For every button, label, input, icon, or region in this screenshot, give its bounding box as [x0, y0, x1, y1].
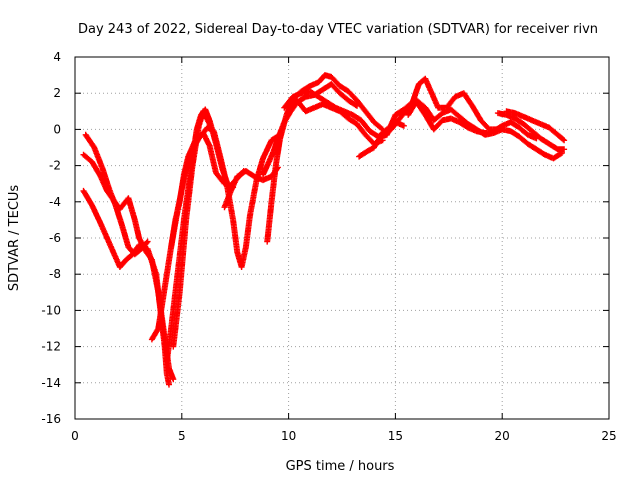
y-tick-label: -10	[41, 303, 61, 317]
series-track-17	[503, 108, 568, 144]
y-tick-label: 2	[53, 86, 61, 100]
axis-ticks	[74, 56, 610, 420]
y-tick-label: -4	[49, 195, 61, 209]
x-tick-label: 10	[281, 429, 296, 443]
y-axis-title: SDTVAR / TECUs	[7, 185, 22, 292]
x-tick-label: 20	[495, 429, 510, 443]
chart-title: Day 243 of 2022, Sidereal Day-to-day VTE…	[78, 22, 598, 37]
data-point-markers	[80, 187, 172, 388]
series-track-16	[494, 110, 568, 153]
x-axis-title: GPS time / hours	[286, 459, 395, 474]
data-point-markers	[503, 108, 568, 144]
y-tick-label: -6	[49, 231, 61, 245]
x-tick-label: 5	[178, 429, 186, 443]
series-track-15	[405, 97, 565, 162]
y-tick-label: -14	[41, 376, 61, 390]
y-tick-label: -12	[41, 340, 61, 354]
y-tick-label: 0	[53, 122, 61, 136]
series-track-03	[80, 187, 172, 388]
data-marks	[80, 72, 568, 388]
tick-labels: 0 5 10 15 20 25 -16 -14 -12 -10 -8 -6 -4 -2 0 2 4	[41, 50, 616, 443]
series-track-07	[168, 124, 284, 270]
y-tick-label: 4	[53, 50, 61, 64]
y-tick-label: -8	[49, 267, 61, 281]
x-tick-label: 25	[601, 429, 616, 443]
data-point-markers	[405, 97, 565, 162]
data-point-markers	[494, 110, 568, 153]
x-tick-label: 15	[388, 429, 403, 443]
series-track-12	[285, 97, 386, 147]
y-tick-label: -2	[49, 159, 61, 173]
x-tick-label: 0	[71, 429, 79, 443]
data-point-markers	[285, 97, 386, 147]
y-tick-label: -16	[41, 412, 61, 426]
data-point-markers	[168, 124, 284, 270]
